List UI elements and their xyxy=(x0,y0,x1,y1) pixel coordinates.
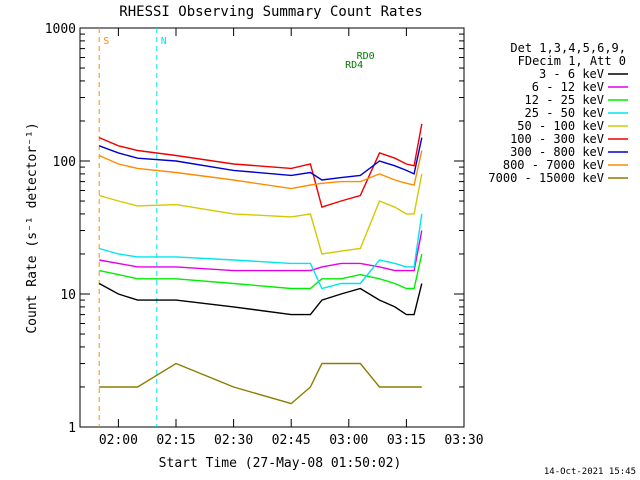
annotation-label-0: S xyxy=(103,36,109,47)
annotation-label-2: RD4 xyxy=(345,60,363,71)
legend-title-1: Det 1,3,4,5,6,9, xyxy=(510,41,626,55)
series-line-6 xyxy=(98,137,423,181)
series-line-0 xyxy=(98,282,423,316)
plot-frame xyxy=(79,27,465,428)
series-line-4 xyxy=(99,173,423,255)
legend-label-0: 3 - 6 keV xyxy=(539,67,604,81)
footer-date: 14-Oct-2021 15:45 xyxy=(544,467,636,477)
series-line-2 xyxy=(99,253,423,290)
y-tick-label: 1000 xyxy=(45,22,76,37)
y-tick-label: 10 xyxy=(60,288,76,303)
x-tick-label: 03:15 xyxy=(387,433,426,448)
series-line-3 xyxy=(99,213,423,290)
series-line-8 xyxy=(99,362,422,405)
annotation-label-3: RD0 xyxy=(357,51,375,62)
y-axis-label: Count Rate (s⁻¹ detector⁻¹) xyxy=(25,122,40,333)
x-tick-label: 02:30 xyxy=(214,433,253,448)
legend-label-1: 6 - 12 keV xyxy=(532,80,604,94)
y-tick-label: 100 xyxy=(53,155,76,170)
series-line-1 xyxy=(99,230,423,272)
x-tick-label: 02:15 xyxy=(156,433,195,448)
x-tick-label: 03:00 xyxy=(329,433,368,448)
x-tick-label: 02:00 xyxy=(99,433,138,448)
series-line-5 xyxy=(98,123,423,208)
x-axis-label: Start Time (27-May-08 01:50:02) xyxy=(159,456,402,471)
x-tick-label: 02:45 xyxy=(272,433,311,448)
annotation-label-1: N xyxy=(161,36,167,47)
series-line-7 xyxy=(98,150,423,190)
legend-label-8: 7000 - 15000 keV xyxy=(488,171,604,185)
y-tick-label: 1 xyxy=(68,421,76,436)
legend-label-5: 100 - 300 keV xyxy=(510,132,604,146)
legend-label-4: 50 - 100 keV xyxy=(517,119,604,133)
x-tick-label: 03:30 xyxy=(444,433,483,448)
legend-label-3: 25 - 50 keV xyxy=(525,106,604,120)
legend-label-2: 12 - 25 keV xyxy=(525,93,604,107)
legend-title-2: FDecim 1, Att 0 xyxy=(518,54,626,68)
legend: Det 1,3,4,5,6,9, FDecim 1, Att 0 3 - 6 k… xyxy=(488,41,628,185)
legend-label-7: 800 - 7000 keV xyxy=(503,158,604,172)
chart-title: RHESSI Observing Summary Count Rates xyxy=(119,4,422,20)
legend-label-6: 300 - 800 keV xyxy=(510,145,604,159)
